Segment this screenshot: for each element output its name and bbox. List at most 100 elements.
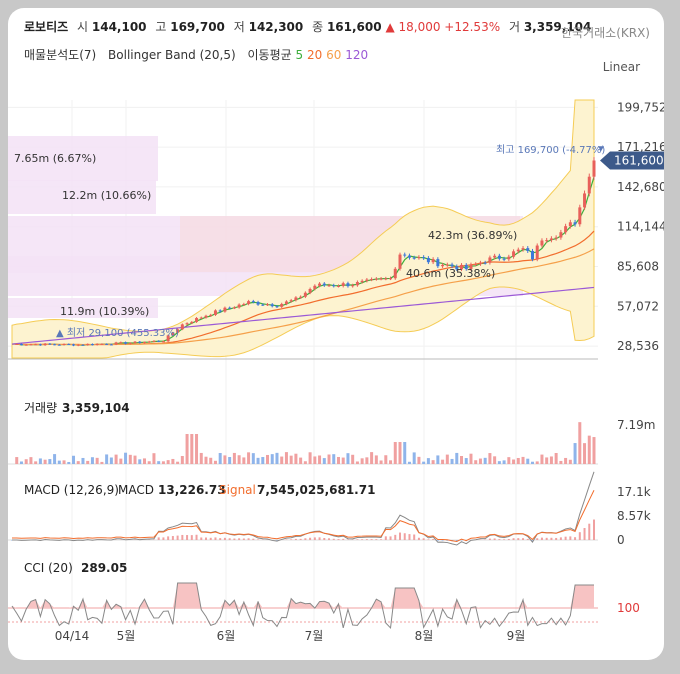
candle-body-76 — [370, 279, 374, 281]
candle-body-58 — [284, 301, 288, 304]
macd-hist-111 — [536, 538, 539, 540]
volume-bar-53 — [261, 457, 265, 464]
vp-bar-4 — [8, 298, 158, 318]
volume-value: 3,359,104 — [523, 20, 592, 34]
price-tick-6: 28,536 — [617, 339, 659, 353]
volume-bar-55 — [270, 454, 274, 464]
candle-body-39 — [195, 318, 199, 322]
chart-area[interactable]: 199,752 171,216 142,680 114,144 85,608 57,072… — [8, 8, 664, 660]
candle-body-118 — [568, 222, 572, 227]
x-tick-4: 8월 — [415, 629, 434, 643]
candle-body-113 — [545, 240, 549, 242]
macd-hist-40 — [200, 537, 203, 540]
volume-bar-54 — [266, 454, 270, 464]
candle-body-47 — [232, 307, 236, 309]
macd-hist-112 — [540, 537, 543, 540]
volume-bar-50 — [247, 452, 251, 464]
volume-bar-78 — [379, 460, 383, 464]
vp-label-4: 11.9m (10.39%) — [60, 305, 149, 318]
macd-hist-106 — [512, 538, 515, 540]
volume-bar-28 — [142, 458, 146, 464]
candle-body-3 — [24, 344, 28, 346]
candle-body-60 — [294, 297, 298, 301]
price-tick-3: 114,144 — [617, 220, 664, 234]
volume-bar-67 — [327, 454, 331, 464]
candle-body-61 — [299, 296, 303, 298]
volume-bar-104 — [502, 460, 506, 464]
cci-tick-0: 100 — [617, 601, 640, 615]
ma60-line — [11, 248, 595, 346]
volume-bar-90 — [436, 455, 440, 464]
candle-body-62 — [303, 292, 307, 297]
volume-bar-100 — [483, 457, 487, 464]
candle-body-59 — [289, 300, 293, 302]
candle-body-87 — [422, 257, 426, 259]
volume-bar-120 — [578, 422, 582, 464]
volume-bar-107 — [516, 457, 520, 464]
candle-body-63 — [308, 288, 312, 293]
moving-average-toggle[interactable]: 이동평균 — [247, 48, 292, 62]
scale-mode-toggle[interactable]: Linear — [602, 60, 640, 74]
signal-value: 7,545,025,681.71 — [257, 483, 375, 497]
volume-bar-24 — [124, 452, 128, 464]
volume-bar-4 — [29, 457, 33, 464]
x-tick-0: 04/14 — [55, 629, 90, 643]
macd-tick-1: 8.57k — [617, 509, 651, 523]
macd-hist-47 — [233, 538, 236, 540]
cci-title: CCI (20) — [24, 561, 73, 575]
volume-bar-12 — [67, 461, 71, 464]
volume-bar-34 — [171, 458, 175, 464]
open-value: 144,100 — [91, 20, 147, 34]
volume-bar-15 — [81, 457, 85, 464]
low-marker: ▲ 최저 29,100 (455.33%) — [56, 327, 179, 339]
exchange-label: 한국거래소(KRX) — [561, 26, 650, 40]
candle-body-79 — [384, 278, 388, 280]
volume-bar-92 — [445, 454, 449, 464]
candle-body-56 — [275, 306, 279, 308]
volume-bar-56 — [275, 452, 279, 464]
macd-hist-46 — [228, 538, 231, 540]
candlesticks — [15, 157, 596, 347]
low-value: 142,300 — [248, 20, 304, 34]
macd-hist-82 — [399, 532, 401, 540]
price-tick-5: 57,072 — [617, 299, 659, 313]
volume-bar-68 — [332, 454, 336, 464]
candle-body-38 — [190, 321, 194, 324]
candle-body-36 — [180, 324, 184, 330]
volume-bar-13 — [72, 455, 76, 464]
candle-body-90 — [436, 259, 440, 267]
last-price-tag — [600, 151, 664, 170]
volume-profile-toggle[interactable]: 매물분석도(7) — [24, 48, 97, 62]
macd-hist-65 — [318, 537, 321, 540]
macd-hist-50 — [247, 538, 250, 540]
volume-bar-39 — [195, 434, 199, 464]
macd-hist-42 — [209, 537, 212, 540]
quote-header: 로보티즈 시 144,100 고 169,700 저 142,300 종 161… — [24, 18, 591, 35]
signal-label: Signal — [219, 483, 256, 497]
volume-bar-94 — [455, 452, 459, 464]
volume-label: 거 — [508, 20, 520, 34]
macd-hist-0 — [11, 540, 13, 541]
candle-body-77 — [374, 278, 378, 280]
ma20-label: 20 — [306, 48, 323, 62]
volume-bar-123 — [592, 437, 596, 464]
macd-hist-33 — [167, 536, 170, 540]
volume-bar-76 — [370, 452, 374, 464]
bollinger-toggle[interactable]: Bollinger Band (20,5) — [108, 48, 236, 62]
vp-label-3: 40.6m (35.38%) — [406, 267, 495, 280]
candle-body-93 — [450, 264, 454, 267]
macd-hist-90 — [436, 540, 439, 541]
candle-body-16 — [86, 344, 90, 346]
candle-body-106 — [512, 251, 516, 257]
x-tick-2: 6월 — [217, 629, 236, 643]
macd-hist-121 — [583, 528, 586, 540]
vp-label-0: 7.65m (6.67%) — [14, 152, 96, 165]
candle-body-32 — [161, 341, 165, 343]
candle-body-96 — [464, 264, 468, 270]
candle-body-71 — [346, 283, 350, 287]
candle-body-72 — [351, 285, 355, 287]
volume-bar-102 — [493, 456, 497, 464]
macd-hist-73 — [356, 539, 359, 540]
macd-hist-115 — [555, 537, 558, 540]
volume-bar-8 — [48, 459, 52, 464]
